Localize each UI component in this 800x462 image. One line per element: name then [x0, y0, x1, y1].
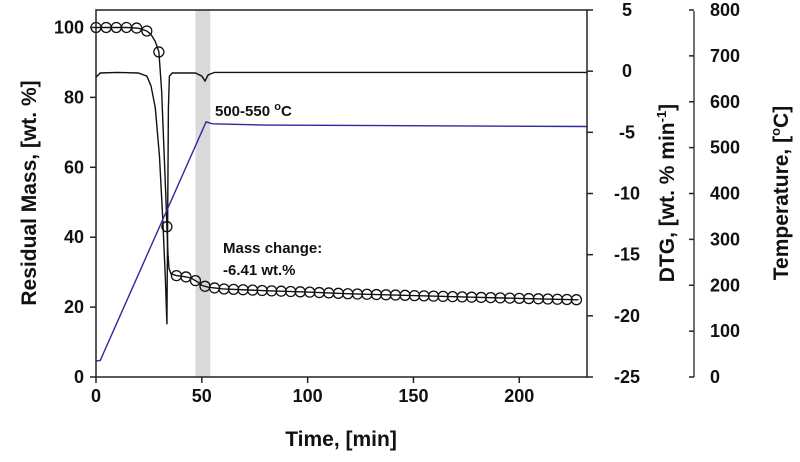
- dtg-series-line: [95, 71, 587, 325]
- temperature-tick-label: 600: [710, 92, 740, 112]
- temperature-tick-label: 200: [710, 275, 740, 295]
- temperature-tick-label: 300: [710, 229, 740, 249]
- temp-series-line: [95, 121, 588, 362]
- left-tick-label: 20: [64, 297, 84, 317]
- temperature-tick-label: 100: [710, 321, 740, 341]
- annotation-mass-change-line2: -6.41 wt.%: [223, 262, 296, 279]
- left-tick-label: 40: [64, 227, 84, 247]
- temperature-tick-label: 700: [710, 46, 740, 66]
- temperature-tick-label: 800: [710, 0, 740, 20]
- dtg-tick-label: -5: [619, 122, 635, 142]
- left-tick-label: 60: [64, 157, 84, 177]
- x-tick-label: 100: [293, 386, 323, 406]
- temperature-tick-label: 400: [710, 184, 740, 204]
- dtg-axis-title: DTG, [wt. % min-1]: [654, 104, 679, 282]
- dtg-tick-label: -15: [614, 245, 640, 265]
- mass-data-marker: [189, 274, 202, 287]
- mass-data-marker: [570, 294, 583, 306]
- left-tick-label: 80: [64, 87, 84, 107]
- dtg-tick-label: 0: [622, 61, 632, 81]
- annotation-mass-change-line1: Mass change:: [223, 240, 322, 257]
- x-tick-label: 0: [91, 386, 101, 406]
- plot-frame: [95, 9, 588, 378]
- x-tick-label: 200: [504, 386, 534, 406]
- mass-data-marker: [153, 46, 165, 58]
- temperature-tick-label: 500: [710, 138, 740, 158]
- x-axis-title: Time, [min]: [285, 428, 397, 451]
- dtg-tick-label: 5: [622, 0, 632, 20]
- left-axis-title: Residual Mass, [wt. %]: [18, 80, 41, 305]
- dtg-tick-label: -20: [614, 306, 640, 326]
- dtg-tick-label: -10: [614, 184, 640, 204]
- shaded-band: [195, 10, 211, 377]
- dtg-tick-label: -25: [614, 367, 640, 387]
- mass-data-marker: [130, 22, 143, 34]
- temperature-axis-title: Temperature, [oC]: [768, 106, 793, 280]
- annotation-temperature-range: 500-550 oC: [215, 101, 292, 120]
- temperature-tick-label: 0: [710, 367, 720, 387]
- mass-data-marker: [180, 271, 192, 283]
- x-tick-label: 50: [192, 386, 212, 406]
- left-tick-label: 0: [74, 367, 84, 387]
- mass-data-marker: [141, 25, 153, 37]
- x-tick-label: 150: [398, 386, 428, 406]
- left-tick-label: 100: [54, 17, 84, 37]
